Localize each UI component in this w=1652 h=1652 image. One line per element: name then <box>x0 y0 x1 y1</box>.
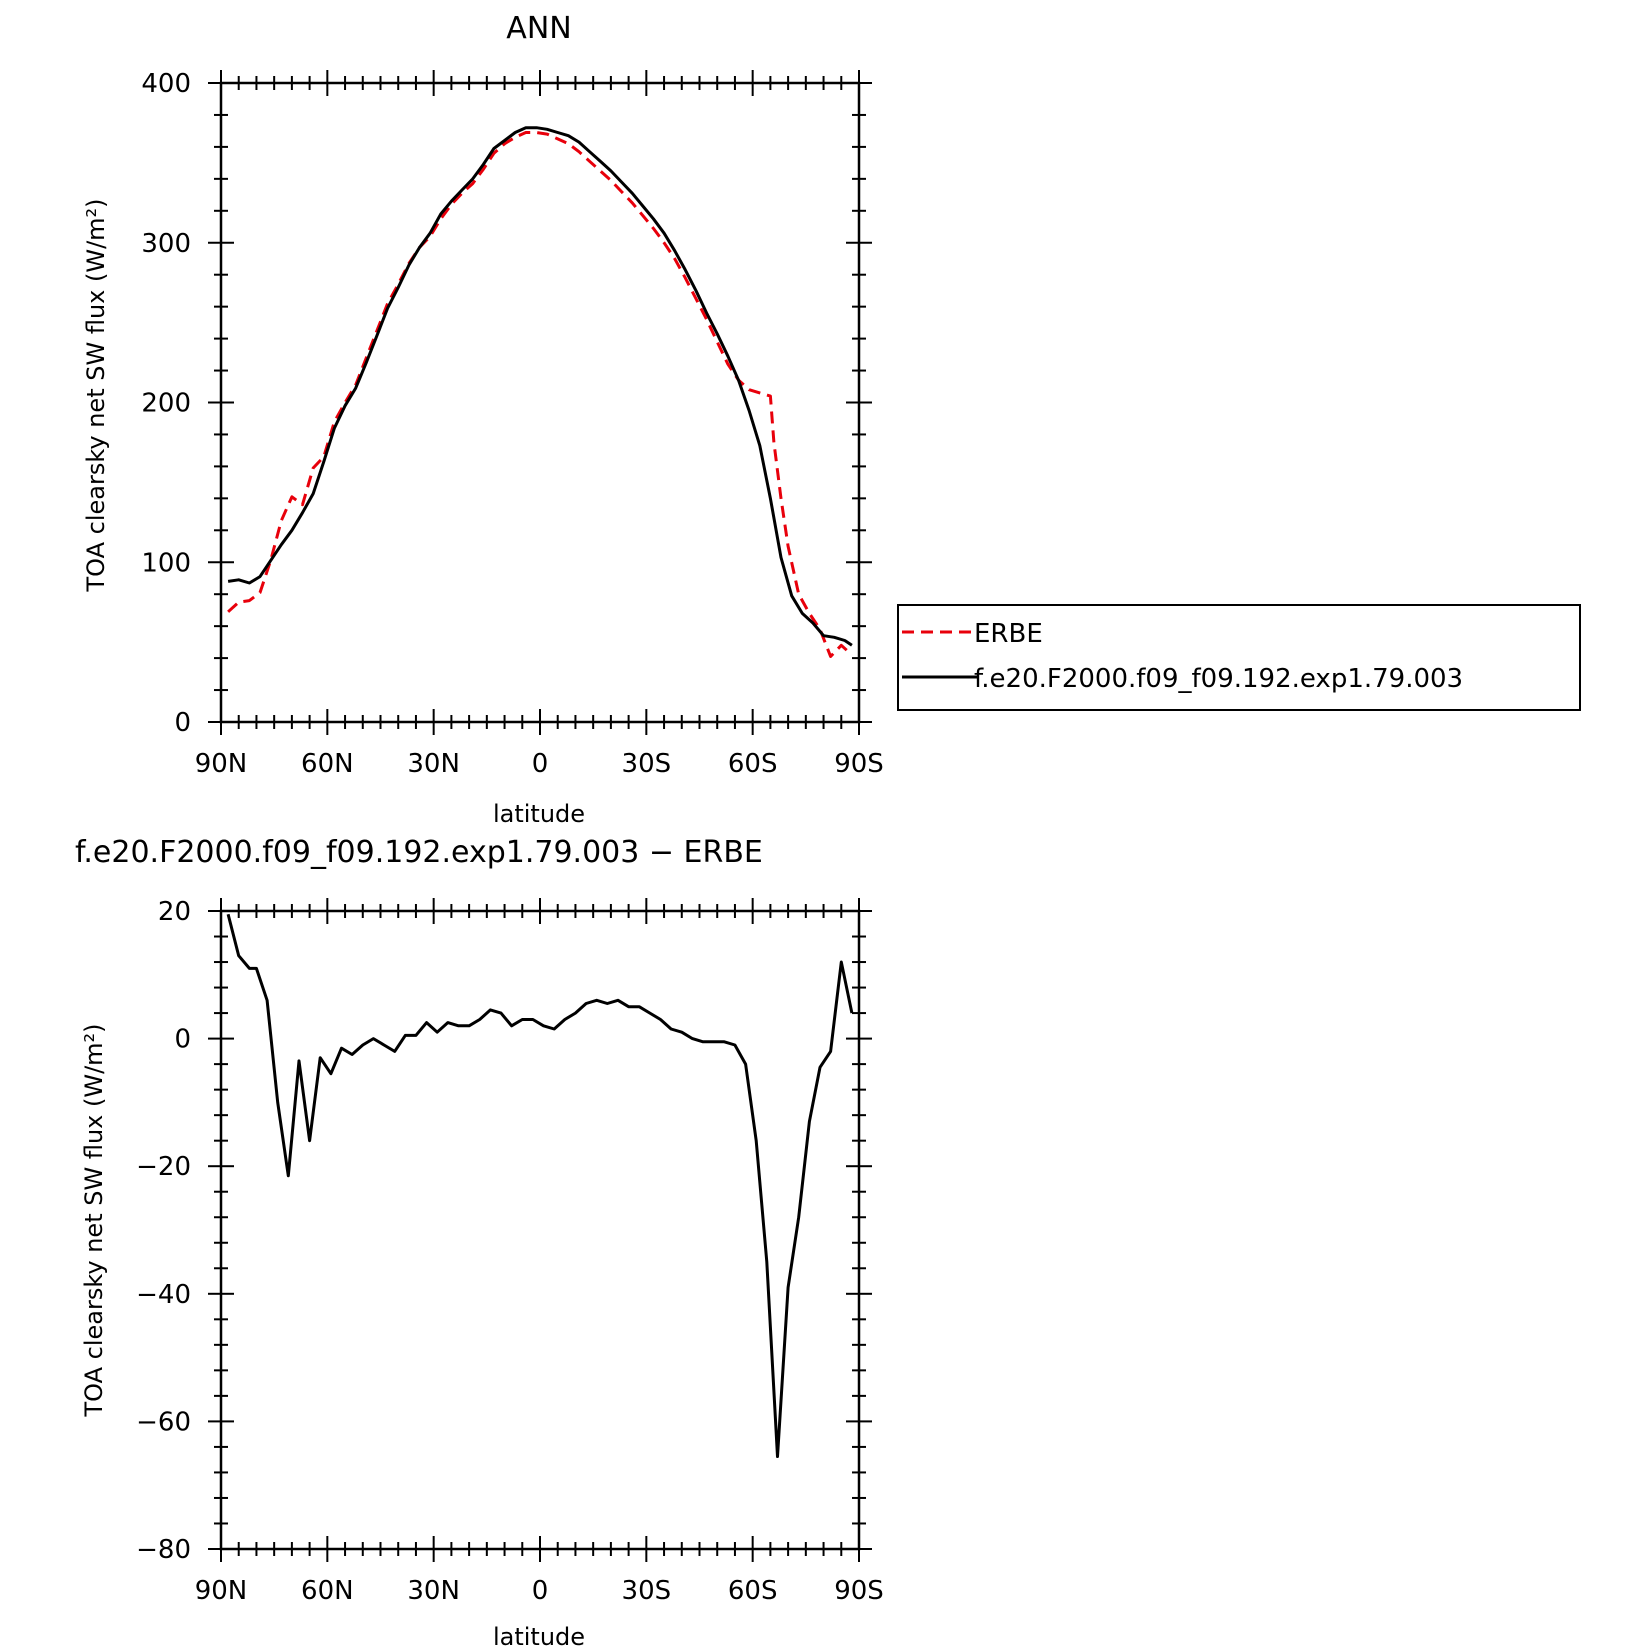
bottom-y-tick-label: 0 <box>174 1025 191 1055</box>
top-y-tick-label: 100 <box>141 548 191 578</box>
top-y-axis-label: TOA clearsky net SW flux (W/m²) <box>82 198 110 592</box>
bottom-y-axis-label: TOA clearsky net SW flux (W/m²) <box>80 1023 108 1417</box>
bottom-y-tick-label: −80 <box>136 1535 191 1565</box>
top-series-f-e20-f2000-f09-f09-192-exp1-79-003-line <box>227 126 853 647</box>
bottom-series-difference-line <box>226 913 854 1458</box>
diff-chart-title: f.e20.F2000.f09_f09.192.exp1.79.003 − ER… <box>75 835 763 870</box>
bottom-x-tick-label: 30S <box>622 1576 672 1606</box>
top-x-tick-label: 60S <box>728 749 778 779</box>
bottom-x-tick-label: 90N <box>195 1576 248 1606</box>
top-x-tick-label: 0 <box>532 749 549 779</box>
top-series-erbe-line <box>227 131 853 658</box>
bottom-x-tick-label: 30N <box>407 1576 460 1606</box>
bottom-x-tick-label: 60S <box>728 1576 778 1606</box>
bottom-x-tick-label: 60N <box>301 1576 354 1606</box>
legend: ERBE f.e20.F2000.f09_f09.192.exp1.79.003 <box>897 604 1581 711</box>
bottom-plot-area: 90N 60N 30N 0 30S 60S 90S 20 0 −20 −40 −60 −80 <box>136 897 884 1606</box>
bottom-y-tick-label: −20 <box>136 1152 191 1182</box>
top-x-tick-label: 30N <box>407 749 460 779</box>
chart-title-ann: ANN <box>506 11 571 46</box>
top-y-tick-label: 0 <box>174 708 191 738</box>
top-frame <box>219 81 861 724</box>
top-x-tick-label: 60N <box>301 749 354 779</box>
legend-box <box>897 604 1581 711</box>
top-y-tick-label: 200 <box>141 389 191 419</box>
bottom-x-axis-label: latitude <box>493 1623 585 1651</box>
top-x-axis-label: latitude <box>493 800 585 828</box>
bottom-y-tick-label: −60 <box>136 1407 191 1437</box>
top-y-tick-label: 400 <box>141 69 191 99</box>
top-plot-area: 90N 60N 30N 0 30S 60S 90S 0 100 200 300 400 <box>141 69 883 779</box>
top-y-tick-label: 300 <box>141 229 191 259</box>
top-x-tick-label: 90N <box>195 749 248 779</box>
legend-label-model: f.e20.F2000.f09_f09.192.exp1.79.003 <box>974 664 1463 694</box>
bottom-y-tick-label: −40 <box>136 1280 191 1310</box>
top-x-tick-label: 90S <box>834 749 884 779</box>
top-x-tick-label: 30S <box>622 749 672 779</box>
legend-label-erbe: ERBE <box>974 619 1043 649</box>
bottom-x-tick-label: 90S <box>834 1576 884 1606</box>
bottom-y-tick-label: 20 <box>158 897 191 927</box>
bottom-x-tick-label: 0 <box>532 1576 549 1606</box>
